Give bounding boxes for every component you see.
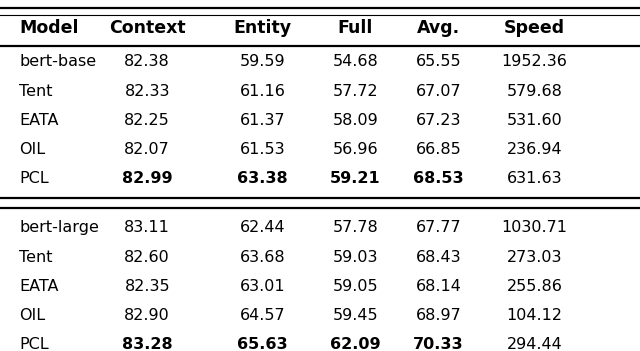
Text: 82.38: 82.38 [124,54,170,69]
Text: 255.86: 255.86 [506,279,563,294]
Text: 63.01: 63.01 [239,279,285,294]
Text: 67.07: 67.07 [415,84,461,99]
Text: 83.11: 83.11 [124,220,170,236]
Text: bert-large: bert-large [19,220,99,236]
Text: EATA: EATA [19,113,59,128]
Text: 294.44: 294.44 [506,337,563,351]
Text: 54.68: 54.68 [332,54,378,69]
Text: 579.68: 579.68 [506,84,563,99]
Text: 59.21: 59.21 [330,171,381,186]
Text: OIL: OIL [19,142,45,157]
Text: 65.55: 65.55 [415,54,461,69]
Text: 531.60: 531.60 [506,113,563,128]
Text: 65.63: 65.63 [237,337,288,351]
Text: 61.16: 61.16 [239,84,285,99]
Text: 68.97: 68.97 [415,308,461,323]
Text: PCL: PCL [19,171,49,186]
Text: 82.33: 82.33 [124,84,170,99]
Text: 631.63: 631.63 [507,171,562,186]
Text: 68.53: 68.53 [413,171,464,186]
Text: Tent: Tent [19,250,52,265]
Text: 59.05: 59.05 [332,279,378,294]
Text: 68.14: 68.14 [415,279,461,294]
Text: 82.90: 82.90 [124,308,170,323]
Text: 82.07: 82.07 [124,142,170,157]
Text: 59.59: 59.59 [239,54,285,69]
Text: 58.09: 58.09 [332,113,378,128]
Text: 67.23: 67.23 [415,113,461,128]
Text: Model: Model [19,19,79,37]
Text: EATA: EATA [19,279,59,294]
Text: 59.03: 59.03 [332,250,378,265]
Text: 66.85: 66.85 [415,142,461,157]
Text: OIL: OIL [19,308,45,323]
Text: 82.25: 82.25 [124,113,170,128]
Text: 68.43: 68.43 [415,250,461,265]
Text: 1030.71: 1030.71 [501,220,568,236]
Text: 236.94: 236.94 [507,142,562,157]
Text: 83.28: 83.28 [122,337,173,351]
Text: 61.53: 61.53 [239,142,285,157]
Text: 82.99: 82.99 [122,171,173,186]
Text: 67.77: 67.77 [415,220,461,236]
Text: 70.33: 70.33 [413,337,464,351]
Text: 57.72: 57.72 [332,84,378,99]
Text: PCL: PCL [19,337,49,351]
Text: 1952.36: 1952.36 [502,54,567,69]
Text: 61.37: 61.37 [239,113,285,128]
Text: bert-base: bert-base [19,54,97,69]
Text: 82.60: 82.60 [124,250,170,265]
Text: 57.78: 57.78 [332,220,378,236]
Text: Speed: Speed [504,19,565,37]
Text: 64.57: 64.57 [239,308,285,323]
Text: 56.96: 56.96 [332,142,378,157]
Text: 82.35: 82.35 [124,279,170,294]
Text: Full: Full [337,19,373,37]
Text: Context: Context [109,19,186,37]
Text: 63.68: 63.68 [239,250,285,265]
Text: 273.03: 273.03 [507,250,562,265]
Text: 59.45: 59.45 [332,308,378,323]
Text: Tent: Tent [19,84,52,99]
Text: 104.12: 104.12 [506,308,563,323]
Text: Avg.: Avg. [417,19,460,37]
Text: 62.44: 62.44 [239,220,285,236]
Text: 62.09: 62.09 [330,337,381,351]
Text: Entity: Entity [234,19,291,37]
Text: 63.38: 63.38 [237,171,288,186]
